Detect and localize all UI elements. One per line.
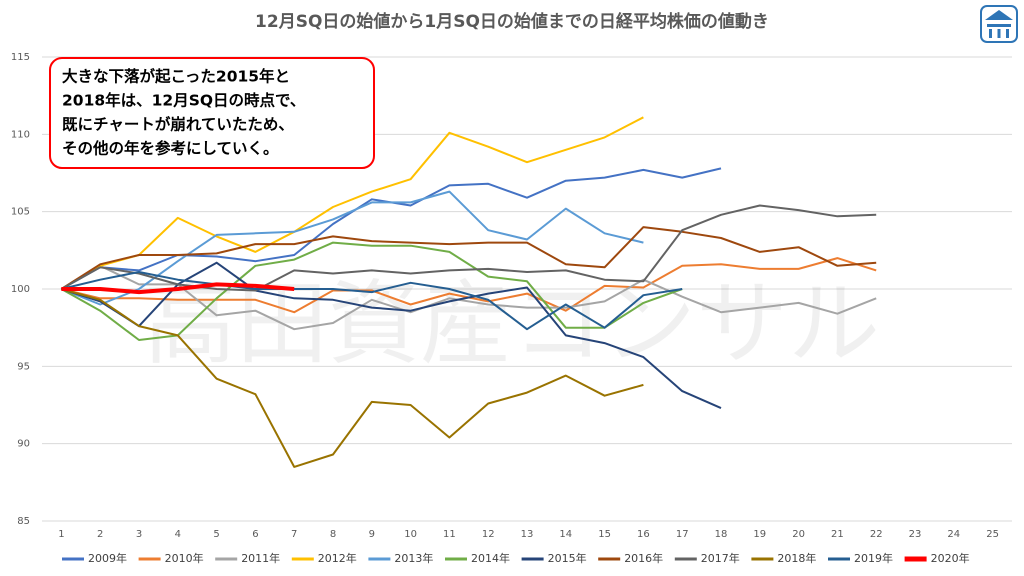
logo (980, 5, 1018, 43)
x-tick-label: 14 (559, 529, 572, 540)
annotation-text: 既にチャートが崩れていたため、 (62, 115, 294, 134)
y-tick-label: 105 (11, 207, 30, 218)
x-tick-label: 12 (482, 529, 495, 540)
y-tick-label: 85 (17, 516, 30, 527)
series-line (61, 282, 295, 295)
x-tick-label: 3 (136, 529, 142, 540)
chart-title: 12月SQ日の始値から1月SQ日の始値までの日経平均株価の値動き (255, 11, 769, 32)
series-line (61, 288, 644, 468)
x-tick-label: 4 (175, 529, 181, 540)
annotation-box (49, 57, 375, 169)
annotation-text: 大きな下落が起こった2015年と (62, 67, 290, 86)
annotation-text: 2018年は、12月SQ日の時点で、 (62, 91, 305, 110)
x-tick-label: 16 (637, 529, 650, 540)
series-line (61, 271, 683, 331)
x-tick-label: 25 (986, 529, 999, 540)
x-tick-label: 1 (58, 529, 64, 540)
legend-label: 2018年 (777, 551, 816, 565)
x-tick-label: 18 (715, 529, 728, 540)
x-tick-label: 17 (676, 529, 689, 540)
legend-label: 2010年 (165, 551, 204, 565)
legend-label: 2009年 (88, 551, 127, 565)
y-tick-label: 115 (11, 52, 30, 63)
x-tick-label: 9 (369, 529, 375, 540)
x-tick-label: 11 (443, 529, 456, 540)
x-tick-label: 13 (521, 529, 534, 540)
annotation-text: その他の年を参考にしていく。 (62, 139, 279, 158)
legend-label: 2014年 (471, 551, 510, 565)
x-tick-label: 7 (291, 529, 297, 540)
legend-label: 2012年 (318, 551, 357, 565)
x-tick-label: 8 (330, 529, 336, 540)
x-tick-label: 19 (753, 529, 766, 540)
y-tick-label: 110 (11, 129, 30, 140)
series-line (60, 241, 683, 341)
y-tick-label: 95 (17, 361, 30, 372)
legend-label: 2015年 (548, 551, 587, 565)
x-tick-label: 22 (870, 529, 883, 540)
legend-label: 2016年 (624, 551, 663, 565)
x-tick-label: 5 (213, 529, 219, 540)
legend-label: 2020年 (931, 551, 970, 565)
series-line (60, 226, 877, 290)
series-line (60, 264, 877, 331)
y-tick-label: 90 (17, 439, 30, 450)
x-tick-label: 15 (598, 529, 611, 540)
legend-label: 2017年 (701, 551, 740, 565)
x-tick-label: 21 (831, 529, 844, 540)
x-tick-label: 6 (252, 529, 258, 540)
y-tick-label: 100 (11, 284, 30, 295)
x-tick-label: 24 (947, 529, 960, 540)
x-tick-label: 10 (404, 529, 417, 540)
x-tick-label: 20 (792, 529, 805, 540)
x-tick-label: 23 (909, 529, 922, 540)
series-line (60, 116, 644, 290)
legend-label: 2011年 (241, 551, 280, 565)
legend-label: 2019年 (854, 551, 893, 565)
legend-label: 2013年 (394, 551, 433, 565)
x-tick-label: 2 (97, 529, 103, 540)
